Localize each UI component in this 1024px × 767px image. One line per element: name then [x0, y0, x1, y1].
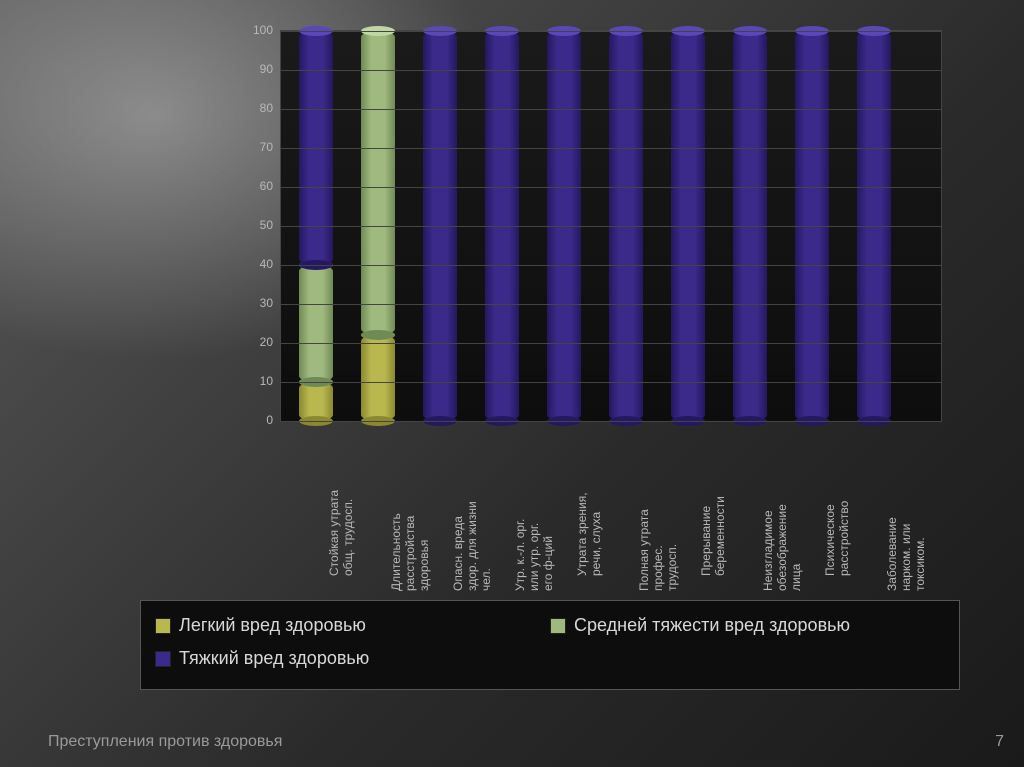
legend-swatch: [550, 618, 566, 634]
y-tick-label: 20: [233, 335, 273, 349]
x-tick-label: Длительность расстройства здоровья: [390, 513, 431, 591]
x-tick-label: Неизгладимое обезобра­жение лица: [762, 504, 803, 591]
gridline: [281, 265, 941, 266]
gridline: [281, 304, 941, 305]
legend-swatch: [155, 651, 171, 667]
legend-swatch: [155, 618, 171, 634]
plot-area: [280, 30, 942, 422]
legend: Легкий вред здоровью Средней тяжести вред…: [140, 600, 960, 690]
y-tick-label: 40: [233, 257, 273, 271]
gridline: [281, 187, 941, 188]
legend-label: Легкий вред здоровью: [179, 615, 366, 636]
gridline: [281, 148, 941, 149]
gridline: [281, 70, 941, 71]
y-tick-label: 100: [233, 23, 273, 37]
legend-item: Средней тяжести вред здоровью: [550, 615, 945, 636]
y-tick-label: 60: [233, 179, 273, 193]
x-tick-label: Утр. к.-л. орг. или утр. орг. его ф-ций: [514, 519, 555, 591]
gridline: [281, 226, 941, 227]
y-tick-label: 70: [233, 140, 273, 154]
y-tick-label: 10: [233, 374, 273, 388]
x-tick-label: Психическое расстройство: [824, 501, 852, 576]
gridline: [281, 109, 941, 110]
legend-label: Средней тяжести вред здоровью: [574, 615, 850, 636]
gridline: [281, 31, 941, 32]
bar-segment-light: [361, 335, 395, 421]
x-tick-label: Заболевание нарком. или токсиком.: [886, 517, 927, 591]
x-tick-label: Опасн. вреда здор. для жизни чел.: [452, 501, 493, 591]
y-tick-label: 30: [233, 296, 273, 310]
legend-item: Легкий вред здоровью: [155, 615, 550, 636]
bar-segment-medium: [299, 265, 333, 382]
x-tick-label: Стойкая утрата общ. трудосп.: [328, 490, 356, 576]
y-tick-label: 0: [233, 413, 273, 427]
bar-segment-medium: [361, 31, 395, 335]
y-tick-label: 50: [233, 218, 273, 232]
x-tick-label: Полная утрата профес. трудосп.: [638, 509, 679, 591]
bar-segment-light: [299, 382, 333, 421]
footer-text: Преступления против здоровья: [48, 733, 282, 751]
page-number: 7: [995, 733, 1004, 751]
gridline: [281, 343, 941, 344]
x-tick-label: Утрата зрения, речи, слуха: [576, 492, 604, 576]
gridline: [281, 382, 941, 383]
legend-item: Тяжкий вред здоровью: [155, 648, 550, 669]
chart-area: 0102030405060708090100Стойкая утрата общ…: [230, 22, 945, 422]
y-tick-label: 90: [233, 62, 273, 76]
gridline: [281, 421, 941, 422]
legend-label: Тяжкий вред здоровью: [179, 648, 369, 669]
x-tick-label: Прерывание беремен­ности: [700, 496, 728, 576]
y-tick-label: 80: [233, 101, 273, 115]
